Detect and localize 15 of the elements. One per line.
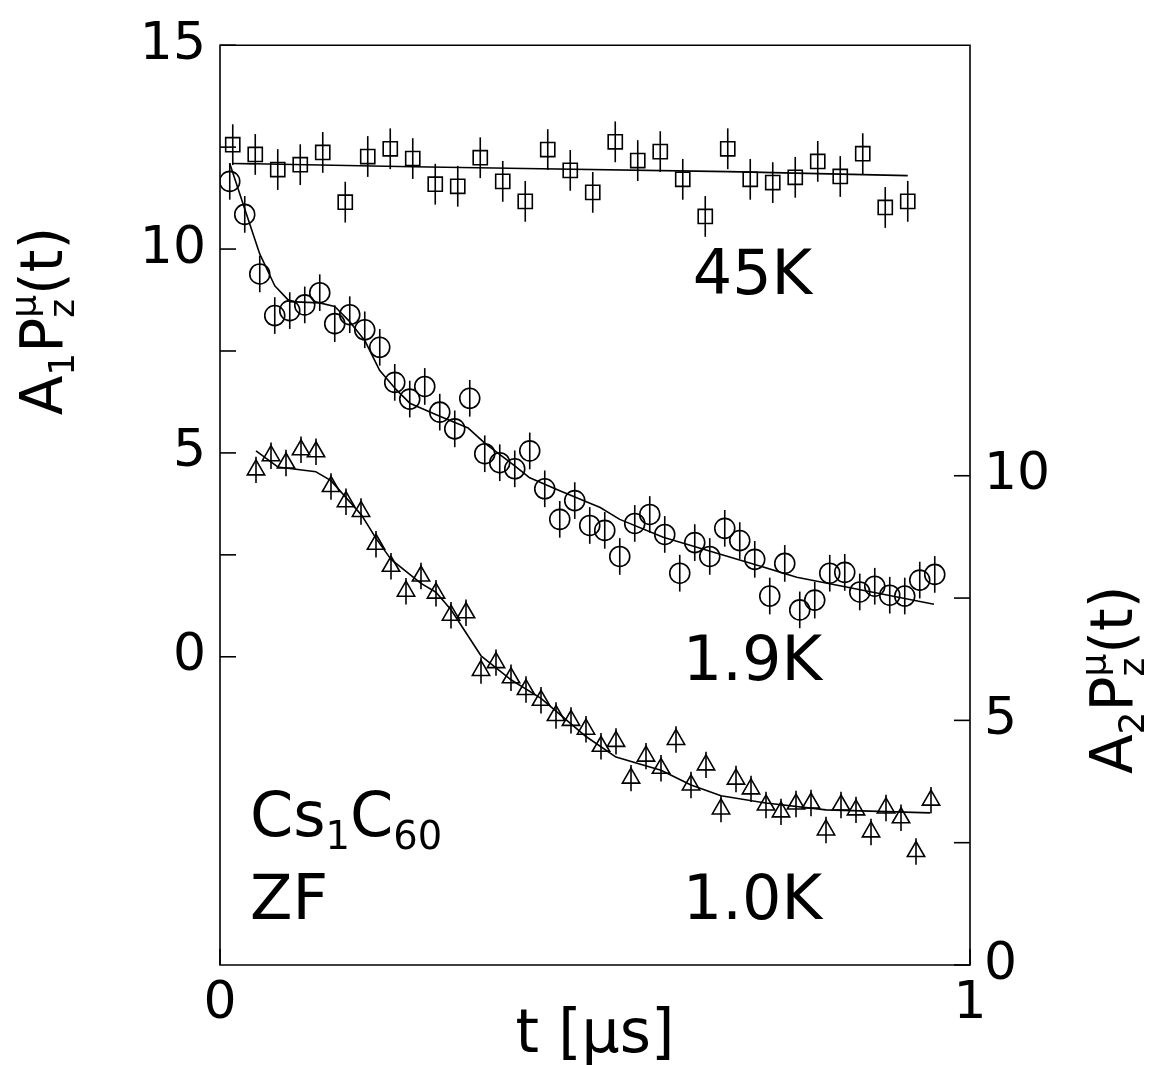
y-tick-label: 10 xyxy=(139,214,206,275)
series-label: 45K xyxy=(692,235,814,309)
series-label: 1.0K xyxy=(682,861,824,935)
y2-tick-label: 0 xyxy=(984,930,1018,991)
y2-tick-label: 10 xyxy=(984,441,1051,502)
y-tick-label: 15 xyxy=(139,10,206,71)
x-tick-label: 1 xyxy=(953,969,987,1030)
y2-axis-title: A2Pμz(t) xyxy=(1072,585,1151,775)
y-axis-title: A1Pμz(t) xyxy=(2,226,82,416)
series-label: 1.9K xyxy=(682,621,824,695)
x-axis-title: t [μs] xyxy=(515,996,675,1065)
y-tick-label: 0 xyxy=(172,622,206,683)
y2-tick-label: 5 xyxy=(984,685,1018,746)
annotation: ZF xyxy=(250,861,329,935)
y-tick-label: 5 xyxy=(172,418,206,479)
